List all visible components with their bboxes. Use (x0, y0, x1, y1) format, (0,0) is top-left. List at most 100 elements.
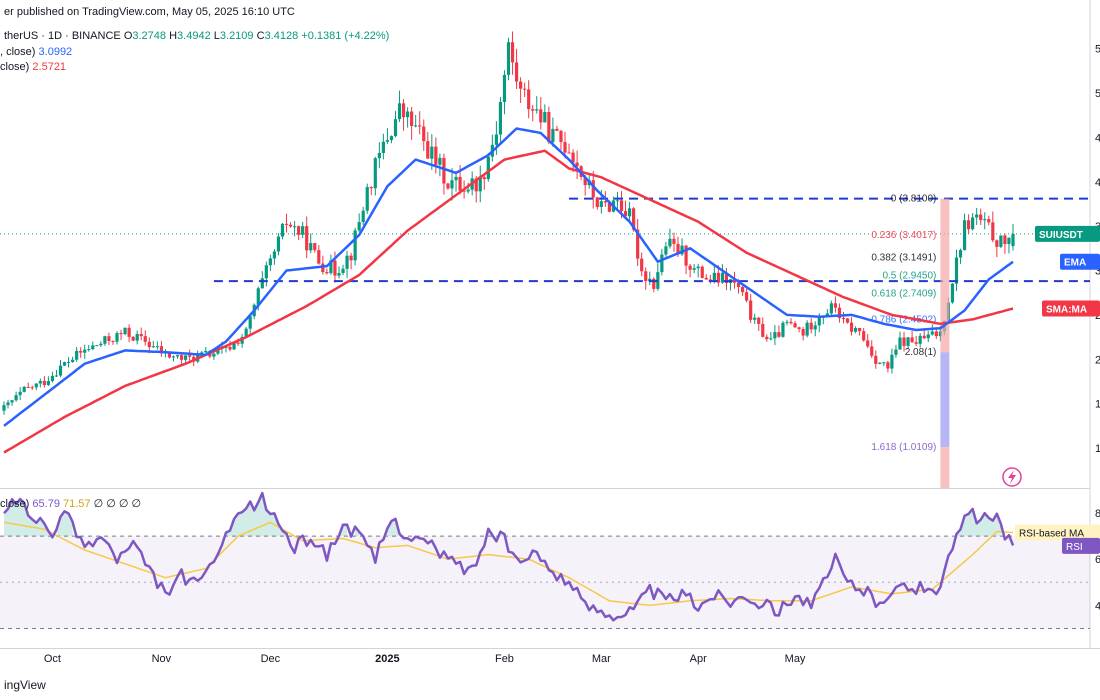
candle-body-125 (506, 42, 511, 75)
candle-body-228 (922, 335, 926, 339)
time-tick-label-6: Apr (690, 653, 707, 665)
candle-body-159 (644, 271, 648, 282)
candle-body-155 (627, 208, 632, 217)
candle-body-168 (680, 245, 684, 255)
fib-label-7: 1.618 (1.0109) (871, 442, 936, 453)
candle-body-52 (212, 353, 216, 357)
candle-body-6 (26, 386, 30, 388)
candle-body-161 (652, 278, 656, 289)
candle-body-182 (736, 282, 741, 288)
candle-body-237 (958, 250, 963, 258)
candle-body-44 (179, 355, 184, 360)
rsi-tick-label-0: 4 (1095, 600, 1100, 612)
candle-body-213 (862, 331, 866, 341)
rsi-legend[interactable]: close) 65.79 71.57 ∅ ∅ ∅ ∅ (0, 497, 141, 510)
candle-body-63 (256, 288, 260, 305)
candle-body-58 (236, 342, 240, 344)
candle-body-59 (240, 336, 244, 344)
candle-body-82 (333, 260, 337, 276)
fib-range-bottom (940, 352, 950, 448)
candle-body-56 (228, 346, 232, 350)
candle-body-50 (204, 350, 208, 353)
candle-body-140 (567, 152, 571, 154)
candle-body-76 (309, 243, 313, 251)
time-tick-label-5: Mar (592, 653, 611, 665)
candle-body-37 (151, 346, 155, 348)
candle-body-229 (926, 334, 930, 339)
candle-body-4 (18, 391, 22, 396)
candle-body-21 (87, 349, 91, 351)
candle-body-128 (519, 81, 523, 89)
sma-legend[interactable]: close) 2.5721 (0, 61, 66, 73)
candle-body-109 (442, 157, 446, 184)
candle-body-12 (50, 375, 55, 382)
candle-body-27 (111, 341, 115, 343)
fib-label-5: 0.786 (2.4502) (871, 314, 936, 325)
candle-body-107 (434, 146, 438, 165)
candle-body-236 (954, 257, 959, 284)
candle-body-80 (325, 272, 329, 274)
time-tick-label-0: Oct (44, 653, 61, 665)
fib-label-2: 0.382 (3.1491) (871, 252, 936, 263)
ema-tag-bg (1060, 253, 1100, 270)
time-tick-label-1: Nov (152, 653, 172, 665)
rsi-ma-legend-value: 71.57 (63, 498, 91, 510)
candle-body-226 (914, 342, 918, 344)
candle-body-71 (288, 224, 293, 227)
h-label: H (169, 30, 178, 42)
ema-legend-label: , close) (0, 46, 36, 58)
candle-body-154 (623, 211, 628, 217)
candle-body-204 (825, 313, 829, 317)
candle-body-149 (603, 201, 607, 203)
ohlc-legend[interactable]: therUS · 1D · BINANCE O3.2748 H3.4942 L3… (4, 30, 389, 42)
candle-body-191 (773, 332, 777, 339)
candle-body-73 (297, 226, 301, 235)
symbol-tag-text: SUIUSDT (1039, 230, 1083, 241)
price-tick-label-0: 1 (1095, 443, 1100, 455)
candle-body-218 (882, 362, 886, 364)
candle-body-138 (559, 130, 563, 143)
sma-tag-text: SMA:MA (1046, 305, 1087, 316)
candle-body-230 (930, 331, 934, 335)
price-tick-label-4: 3 (1095, 266, 1100, 278)
ema-line (3, 127, 1014, 427)
candle-body-55 (224, 346, 228, 348)
lightning-icon-bolt (1008, 470, 1016, 484)
candle-body-165 (668, 238, 672, 247)
candle-body-129 (523, 88, 527, 90)
candle-body-225 (910, 337, 914, 343)
candle-body-117 (474, 178, 478, 192)
c-value: 3.4128 (264, 30, 299, 42)
time-tick-label-2: Dec (261, 653, 281, 665)
candle-body-31 (127, 327, 131, 337)
ema-legend-value: 3.0992 (38, 46, 73, 58)
candle-body-2 (10, 400, 14, 403)
candle-body-102 (414, 125, 418, 127)
candle-body-133 (539, 109, 543, 123)
ema-legend[interactable]: , close) 3.0992 (0, 46, 72, 58)
published-line: er published on TradingView.com, May 05,… (4, 6, 295, 18)
candle-body-198 (801, 329, 805, 336)
candle-body-249 (1007, 237, 1011, 245)
candle-body-110 (446, 183, 450, 189)
candle-body-246 (995, 240, 999, 247)
sma-legend-value: 2.5721 (32, 61, 67, 73)
candle-body-136 (551, 128, 555, 143)
candle-body-131 (531, 109, 535, 111)
fib-label-6: 2.08(1) (905, 347, 937, 358)
candle-body-113 (458, 176, 462, 191)
candle-body-34 (139, 334, 143, 337)
candle-body-166 (672, 238, 676, 244)
change-value: +0.1381 (+4.22%) (301, 30, 390, 42)
candle-body-231 (934, 331, 938, 337)
candle-body-114 (462, 190, 466, 192)
candle-body-120 (486, 156, 490, 180)
candle-body-217 (878, 362, 882, 364)
candle-body-164 (664, 246, 668, 255)
candle-body-85 (345, 255, 349, 269)
candle-body-194 (785, 321, 789, 323)
price-tick-label-7: 4 (1095, 132, 1100, 144)
candle-body-202 (817, 317, 821, 326)
candle-body-61 (248, 316, 252, 329)
